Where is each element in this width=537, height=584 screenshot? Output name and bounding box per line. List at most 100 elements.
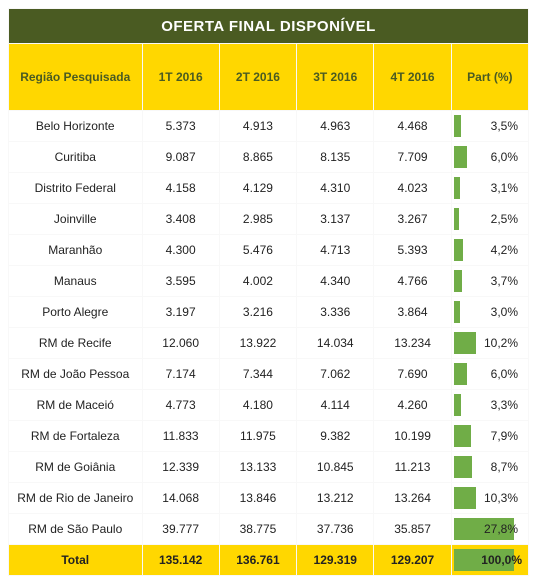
cell-q1: 4.300 — [142, 235, 219, 266]
cell-part: 7,9% — [451, 421, 528, 452]
table-row: RM de Recife12.06013.92214.03413.23410,2… — [9, 328, 529, 359]
cell-q1: 39.777 — [142, 514, 219, 545]
part-label: 27,8% — [452, 522, 528, 536]
cell-q3: 4.340 — [297, 266, 374, 297]
col-region: Região Pesquisada — [9, 44, 143, 111]
cell-region: RM de João Pessoa — [9, 359, 143, 390]
cell-part: 3,1% — [451, 173, 528, 204]
cell-region: RM de Goiânia — [9, 452, 143, 483]
cell-q3: 3.137 — [297, 204, 374, 235]
cell-q2: 7.344 — [219, 359, 296, 390]
cell-q2: 13.133 — [219, 452, 296, 483]
cell-q1: 4.158 — [142, 173, 219, 204]
header-row: Região Pesquisada 1T 2016 2T 2016 3T 201… — [9, 44, 529, 111]
table-row: Porto Alegre3.1973.2163.3363.8643,0% — [9, 297, 529, 328]
cell-q3: 9.382 — [297, 421, 374, 452]
cell-q4: 13.264 — [374, 483, 451, 514]
cell-region: RM de Maceió — [9, 390, 143, 421]
cell-q4: 7.709 — [374, 142, 451, 173]
cell-part: 4,2% — [451, 235, 528, 266]
total-q3: 129.319 — [297, 545, 374, 576]
cell-q1: 4.773 — [142, 390, 219, 421]
cell-q3: 13.212 — [297, 483, 374, 514]
cell-region: Joinville — [9, 204, 143, 235]
total-row: Total 135.142 136.761 129.319 129.207 10… — [9, 545, 529, 576]
cell-q3: 8.135 — [297, 142, 374, 173]
total-part: 100,0% — [451, 545, 528, 576]
cell-q3: 4.114 — [297, 390, 374, 421]
cell-q3: 4.713 — [297, 235, 374, 266]
cell-q2: 5.476 — [219, 235, 296, 266]
cell-q1: 3.197 — [142, 297, 219, 328]
col-part: Part (%) — [451, 44, 528, 111]
cell-part: 3,0% — [451, 297, 528, 328]
part-label: 3,1% — [452, 181, 528, 195]
cell-q4: 4.766 — [374, 266, 451, 297]
cell-part: 3,3% — [451, 390, 528, 421]
cell-part: 3,7% — [451, 266, 528, 297]
cell-region: Porto Alegre — [9, 297, 143, 328]
part-label: 3,7% — [452, 274, 528, 288]
cell-part: 10,2% — [451, 328, 528, 359]
cell-q2: 4.002 — [219, 266, 296, 297]
col-q1: 1T 2016 — [142, 44, 219, 111]
cell-region: Curitiba — [9, 142, 143, 173]
part-label: 4,2% — [452, 243, 528, 257]
cell-q3: 4.310 — [297, 173, 374, 204]
cell-q4: 4.260 — [374, 390, 451, 421]
cell-q1: 12.339 — [142, 452, 219, 483]
part-label: 8,7% — [452, 460, 528, 474]
cell-q4: 13.234 — [374, 328, 451, 359]
cell-q3: 37.736 — [297, 514, 374, 545]
part-label: 2,5% — [452, 212, 528, 226]
cell-part: 10,3% — [451, 483, 528, 514]
table-row: RM de Maceió4.7734.1804.1144.2603,3% — [9, 390, 529, 421]
cell-region: RM de Recife — [9, 328, 143, 359]
cell-q1: 12.060 — [142, 328, 219, 359]
cell-q3: 3.336 — [297, 297, 374, 328]
part-label: 6,0% — [452, 367, 528, 381]
cell-q4: 4.023 — [374, 173, 451, 204]
cell-q1: 11.833 — [142, 421, 219, 452]
cell-q4: 3.267 — [374, 204, 451, 235]
table-row: RM de Rio de Janeiro14.06813.84613.21213… — [9, 483, 529, 514]
cell-region: RM de São Paulo — [9, 514, 143, 545]
cell-q1: 3.408 — [142, 204, 219, 235]
cell-q4: 35.857 — [374, 514, 451, 545]
title-row: OFERTA FINAL DISPONÍVEL — [9, 9, 529, 44]
offer-table: OFERTA FINAL DISPONÍVEL Região Pesquisad… — [8, 8, 529, 576]
cell-q2: 8.865 — [219, 142, 296, 173]
table-row: Manaus3.5954.0024.3404.7663,7% — [9, 266, 529, 297]
cell-part: 6,0% — [451, 359, 528, 390]
cell-q3: 7.062 — [297, 359, 374, 390]
cell-q4: 7.690 — [374, 359, 451, 390]
cell-q4: 5.393 — [374, 235, 451, 266]
cell-q3: 14.034 — [297, 328, 374, 359]
table-row: RM de São Paulo39.77738.77537.73635.8572… — [9, 514, 529, 545]
cell-part: 27,8% — [451, 514, 528, 545]
cell-region: RM de Fortaleza — [9, 421, 143, 452]
cell-q1: 5.373 — [142, 111, 219, 142]
cell-q1: 3.595 — [142, 266, 219, 297]
table-row: RM de João Pessoa7.1747.3447.0627.6906,0… — [9, 359, 529, 390]
cell-q3: 4.963 — [297, 111, 374, 142]
part-label: 100,0% — [452, 553, 528, 567]
cell-q4: 11.213 — [374, 452, 451, 483]
cell-q2: 3.216 — [219, 297, 296, 328]
cell-region: Belo Horizonte — [9, 111, 143, 142]
table-row: Distrito Federal4.1584.1294.3104.0233,1% — [9, 173, 529, 204]
col-q4: 4T 2016 — [374, 44, 451, 111]
cell-region: Manaus — [9, 266, 143, 297]
part-label: 10,3% — [452, 491, 528, 505]
cell-q3: 10.845 — [297, 452, 374, 483]
total-q2: 136.761 — [219, 545, 296, 576]
cell-q2: 2.985 — [219, 204, 296, 235]
cell-q4: 3.864 — [374, 297, 451, 328]
cell-part: 3,5% — [451, 111, 528, 142]
total-label: Total — [9, 545, 143, 576]
cell-q2: 38.775 — [219, 514, 296, 545]
cell-q2: 4.129 — [219, 173, 296, 204]
cell-part: 2,5% — [451, 204, 528, 235]
cell-region: Distrito Federal — [9, 173, 143, 204]
table-body: Belo Horizonte5.3734.9134.9634.4683,5%Cu… — [9, 111, 529, 545]
